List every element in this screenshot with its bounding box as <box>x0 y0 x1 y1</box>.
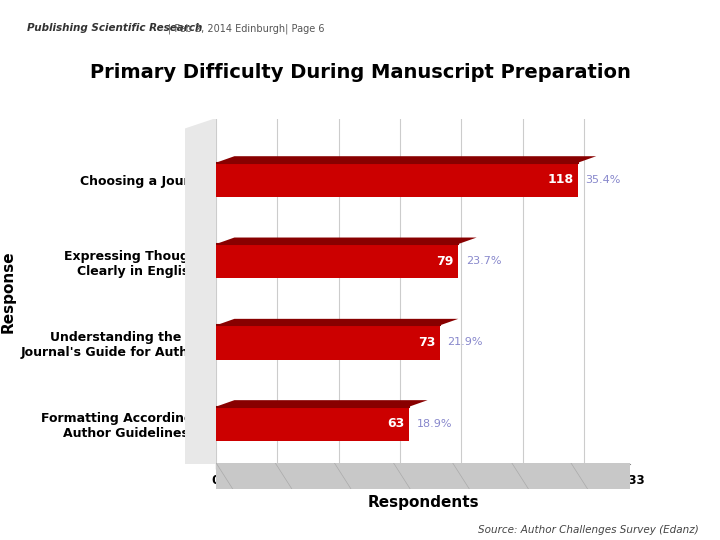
Polygon shape <box>216 156 596 163</box>
Text: Primary Difficulty During Manuscript Preparation: Primary Difficulty During Manuscript Pre… <box>89 63 631 83</box>
Text: 35.4%: 35.4% <box>585 175 621 185</box>
Polygon shape <box>216 319 458 325</box>
Polygon shape <box>216 400 428 407</box>
Text: 118: 118 <box>547 173 573 186</box>
Text: 23.7%: 23.7% <box>466 256 501 266</box>
Text: | Feb 2, 2014 Edinburgh| Page 6: | Feb 2, 2014 Edinburgh| Page 6 <box>168 23 324 33</box>
Polygon shape <box>216 463 630 489</box>
X-axis label: Respondents: Respondents <box>367 496 479 510</box>
Text: 73: 73 <box>418 336 436 349</box>
Y-axis label: Response: Response <box>1 250 15 333</box>
Text: Publishing Scientific Research: Publishing Scientific Research <box>27 23 202 33</box>
Text: Source: Author Challenges Survey (Edanz): Source: Author Challenges Survey (Edanz) <box>477 524 698 535</box>
Polygon shape <box>185 119 216 464</box>
Bar <box>216 325 440 360</box>
Text: 79: 79 <box>436 254 454 268</box>
Text: 21.9%: 21.9% <box>448 338 483 347</box>
Polygon shape <box>216 238 477 244</box>
Bar <box>216 163 578 197</box>
Bar <box>216 407 409 441</box>
Text: 18.9%: 18.9% <box>417 418 452 429</box>
Text: 63: 63 <box>387 417 405 430</box>
Bar <box>216 244 458 278</box>
Text: n=333: n=333 <box>603 474 645 487</box>
